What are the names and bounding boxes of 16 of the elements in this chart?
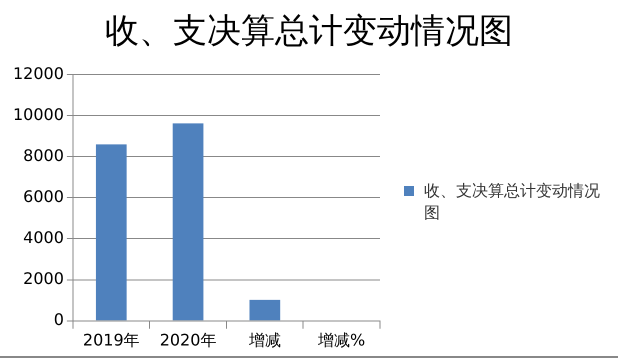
x-tick-label: 2020年	[160, 330, 216, 350]
legend-label: 收、支决算总计变动情况图	[424, 180, 601, 224]
bar	[172, 123, 204, 320]
y-tick-label: 2000	[23, 268, 64, 288]
y-tick-label: 8000	[23, 146, 64, 165]
chart-title: 收、支决算总计变动情况图	[104, 10, 514, 53]
bar	[249, 300, 280, 320]
x-tick-label: 2019年	[82, 330, 140, 350]
y-tick-label: 0	[54, 310, 64, 329]
y-tick-label: 10000	[12, 104, 64, 124]
y-tick-label: 4000	[23, 228, 64, 247]
bar	[96, 144, 127, 320]
y-tick-label: 12000	[12, 64, 64, 83]
y-tick-label: 6000	[23, 186, 64, 206]
x-tick-label: 增减%	[317, 330, 366, 350]
x-tick-label: 增减	[248, 330, 281, 350]
